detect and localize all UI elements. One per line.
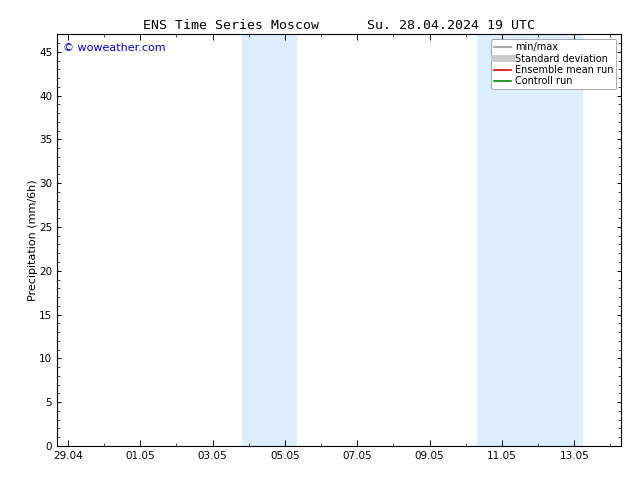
Legend: min/max, Standard deviation, Ensemble mean run, Controll run: min/max, Standard deviation, Ensemble me… bbox=[491, 39, 616, 89]
Text: © woweather.com: © woweather.com bbox=[63, 43, 165, 52]
Y-axis label: Precipitation (mm/6h): Precipitation (mm/6h) bbox=[27, 179, 37, 301]
Bar bbox=[242, 34, 296, 446]
Title: ENS Time Series Moscow      Su. 28.04.2024 19 UTC: ENS Time Series Moscow Su. 28.04.2024 19… bbox=[143, 19, 535, 32]
Bar bbox=[477, 34, 581, 446]
